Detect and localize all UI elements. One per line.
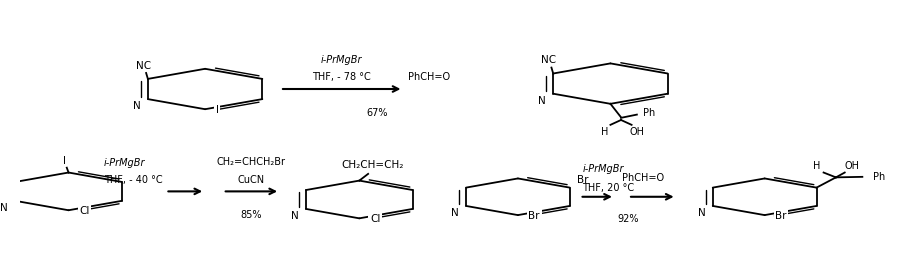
Text: H: H	[600, 127, 608, 137]
Text: H: H	[812, 161, 819, 171]
Text: i-PrMgBr: i-PrMgBr	[582, 164, 623, 174]
Text: OH: OH	[628, 127, 644, 137]
Text: Br: Br	[775, 211, 786, 221]
Text: THF, 20 °C: THF, 20 °C	[582, 183, 634, 193]
Text: N: N	[291, 211, 299, 221]
Text: Br: Br	[576, 175, 588, 185]
Text: NC: NC	[541, 56, 555, 65]
Text: Cl: Cl	[79, 206, 89, 216]
Text: 67%: 67%	[366, 108, 387, 118]
Text: I: I	[216, 105, 219, 115]
Text: THF, - 40 °C: THF, - 40 °C	[104, 175, 163, 185]
Text: CH₂CH=CH₂: CH₂CH=CH₂	[341, 160, 404, 170]
Text: Cl: Cl	[369, 214, 380, 224]
Text: NC: NC	[135, 61, 151, 71]
Text: 92%: 92%	[617, 214, 638, 224]
Text: CH₂=CHCH₂Br: CH₂=CHCH₂Br	[217, 157, 285, 167]
Text: Ph: Ph	[642, 108, 655, 118]
Text: N: N	[133, 101, 141, 111]
Text: 85%: 85%	[240, 210, 262, 220]
Text: PhCH=O: PhCH=O	[621, 173, 664, 183]
Text: N: N	[697, 208, 705, 218]
Text: THF, - 78 °C: THF, - 78 °C	[312, 72, 370, 82]
Text: N: N	[451, 208, 459, 218]
Text: i-PrMgBr: i-PrMgBr	[104, 158, 145, 169]
Text: i-PrMgBr: i-PrMgBr	[321, 55, 362, 65]
Text: PhCH=O: PhCH=O	[407, 72, 450, 82]
Text: N: N	[0, 203, 8, 213]
Text: I: I	[62, 156, 66, 166]
Text: N: N	[538, 96, 545, 106]
Text: Ph: Ph	[872, 172, 884, 182]
Text: OH: OH	[843, 161, 859, 171]
Text: CuCN: CuCN	[237, 175, 265, 185]
Text: Br: Br	[528, 211, 539, 221]
